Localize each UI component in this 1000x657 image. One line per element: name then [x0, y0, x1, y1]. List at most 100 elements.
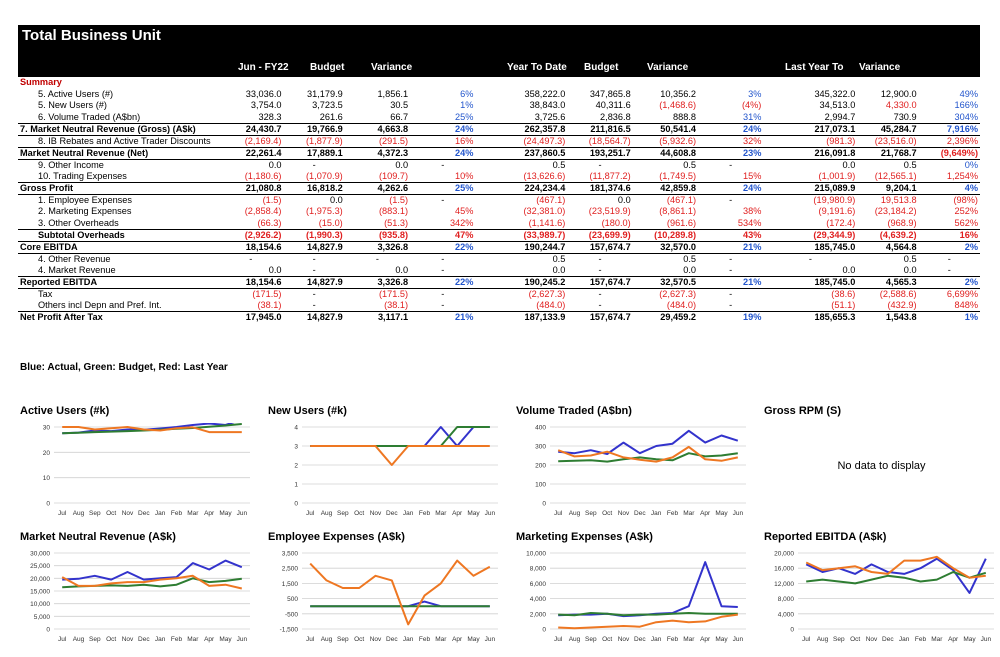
line-chart: 0 10 20 30 Jul Aug Sep Oct Nov Dec Jan Feb Mar Apr May… — [43, 423, 250, 517]
table-cell: 10% — [455, 171, 474, 182]
table-cell: 23% — [698, 146, 764, 160]
series-line-budget — [558, 452, 738, 463]
table-cell: 38% — [742, 206, 762, 217]
y-tick-label: 3 — [294, 444, 298, 451]
table-cell: 0.5 — [632, 252, 699, 265]
table-cell: 17,889.1 — [283, 146, 345, 160]
table-cell: (109.7) — [378, 171, 409, 182]
col-header-ytd-budget: Budget — [584, 62, 619, 73]
table-cell: (9,649%) — [918, 146, 980, 160]
y-tick-label: 6,000 — [530, 581, 547, 588]
x-tick-label: Nov — [370, 636, 382, 643]
table-cell: - — [729, 264, 733, 275]
x-tick-label: Feb — [419, 510, 431, 517]
table-cell: 4,372.3 — [344, 146, 411, 160]
table-cell: 32% — [698, 134, 764, 148]
table-cell: (935.8) — [344, 228, 411, 242]
row-label: Reported EBITDA — [18, 276, 219, 289]
table-cell: 24% — [410, 122, 476, 136]
table-cell: - — [729, 300, 733, 311]
x-tick-label: Apr — [452, 510, 463, 517]
table-cell: (2,627.3) — [632, 288, 699, 301]
x-tick-label: Nov — [618, 636, 630, 643]
table-cell: (38.6) — [763, 288, 858, 301]
table-cell: 342% — [449, 217, 474, 228]
table-cell: - — [283, 252, 345, 265]
x-tick-label: Sep — [337, 636, 349, 643]
table-cell: 187,133.9 — [475, 311, 568, 324]
table-cell: (1,468.6) — [659, 100, 697, 111]
table-cell: - — [218, 252, 284, 265]
table-cell: 4,663.8 — [344, 122, 411, 136]
table-cell: 43% — [698, 228, 764, 242]
row-label: 1. Employee Expenses — [18, 194, 219, 207]
x-tick-label: Feb — [667, 510, 679, 517]
table-cell: - — [567, 158, 633, 171]
x-tick-label: May — [219, 510, 232, 517]
financial-report: Total Business Unit Jun - FY22 Budget Va… — [18, 25, 980, 324]
x-tick-label: Dec — [386, 510, 398, 517]
x-tick-label: Feb — [419, 636, 431, 643]
x-tick-label: Jul — [306, 510, 315, 517]
row-label: 2. Marketing Expenses — [38, 206, 132, 217]
table-cell: 252% — [954, 206, 979, 217]
table-cell: - — [763, 252, 858, 265]
row-label: Subtotal Overheads — [18, 228, 219, 242]
x-tick-label: Oct — [850, 636, 860, 643]
table-cell: (1,070.9) — [305, 171, 343, 182]
table-cell: 0.0 — [567, 194, 633, 207]
table-cell: (5,932.6) — [632, 134, 699, 148]
table-cell: 1,856.1 — [377, 88, 409, 99]
x-tick-label: Apr — [948, 636, 959, 643]
table-cell: 0% — [918, 158, 980, 171]
chart: New Users (#k) 0 1 2 3 4 Jul Aug Sep Oct Nov Dec Jan… — [268, 405, 503, 520]
x-tick-label: Mar — [931, 636, 943, 643]
table-cell: 888.8 — [673, 111, 697, 122]
table-cell: - — [698, 158, 764, 171]
table-cell: 42,859.8 — [632, 182, 699, 195]
table-cell: 24% — [698, 182, 764, 195]
legend-note: Blue: Actual, Green: Budget, Red: Last Y… — [20, 362, 228, 373]
table-cell: 3,326.8 — [344, 240, 411, 254]
y-tick-label: 16,000 — [774, 566, 794, 573]
y-tick-label: 0 — [46, 627, 50, 634]
y-tick-label: 8,000 — [778, 596, 795, 603]
series-line-last-year — [310, 445, 490, 466]
table-row: 4. Other Revenue - - - -0.5-0.5- -0.5- — [18, 252, 980, 265]
y-tick-label: 0 — [46, 501, 50, 508]
table-cell: (1.5) — [218, 194, 284, 207]
table-cell: 12,900.0 — [880, 88, 917, 99]
table-cell: - — [698, 288, 764, 301]
x-tick-label: Jul — [58, 510, 67, 517]
table-cell: 19,766.9 — [283, 122, 345, 136]
x-tick-label: Jan — [155, 510, 166, 517]
table-cell: 157,674.7 — [567, 311, 633, 324]
table-cell: 50,541.4 — [632, 122, 699, 136]
x-tick-label: Feb — [171, 636, 183, 643]
table-cell: 848% — [954, 300, 979, 311]
table-cell: (24,497.3) — [475, 134, 568, 148]
series-line-budget — [310, 426, 490, 447]
table-cell: 534% — [737, 217, 762, 228]
series-line-budget — [806, 571, 987, 585]
table-cell: 4,564.8 — [857, 240, 919, 254]
table-cell: (171.5) — [218, 288, 284, 301]
x-tick-label: Oct — [602, 636, 612, 643]
x-tick-label: Apr — [700, 636, 711, 643]
y-tick-label: 30,000 — [30, 551, 50, 558]
y-tick-label: 500 — [287, 596, 298, 603]
y-tick-label: 1,500 — [282, 581, 299, 588]
no-data-message: No data to display — [837, 460, 926, 472]
table-row: 5. Active Users (#) 33,036.0 31,179.9 1,856… — [18, 89, 980, 101]
table-row: 2. Marketing Expenses (2,858.4) (1,975.3) (… — [18, 206, 980, 218]
table-cell: 38,843.0 — [529, 100, 566, 111]
table-cell: 4% — [918, 182, 980, 195]
table-cell: (23,184.2) — [874, 206, 917, 217]
x-tick-label: Dec — [138, 510, 150, 517]
x-tick-label: Oct — [354, 510, 364, 517]
x-tick-label: Dec — [882, 636, 894, 643]
table-cell: (1,877.9) — [283, 134, 345, 148]
table-cell: 3,326.8 — [344, 276, 411, 289]
row-label: 8. IB Rebates and Active Trader Discount… — [18, 134, 219, 148]
table-cell: (19,980.9) — [763, 194, 858, 207]
